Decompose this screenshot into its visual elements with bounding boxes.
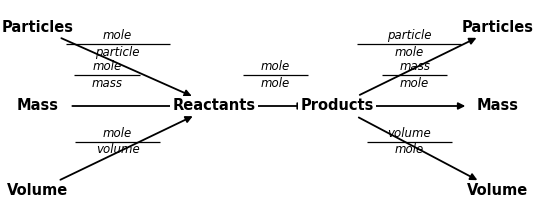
Text: mole: mole	[400, 77, 429, 89]
Text: mole: mole	[103, 29, 132, 42]
Text: Mass: Mass	[477, 99, 518, 113]
Text: mole: mole	[395, 46, 424, 59]
Text: Reactants: Reactants	[172, 99, 256, 113]
Text: mole: mole	[261, 60, 290, 73]
Text: mass: mass	[399, 60, 430, 73]
Text: Particles: Particles	[462, 20, 533, 35]
Text: mole: mole	[103, 127, 132, 140]
Text: particle: particle	[95, 46, 140, 59]
Text: Mass: Mass	[17, 99, 58, 113]
Text: mass: mass	[91, 77, 123, 89]
Text: mole: mole	[93, 60, 121, 73]
Text: volume: volume	[387, 127, 431, 140]
Text: Volume: Volume	[467, 183, 528, 198]
Text: Particles: Particles	[2, 20, 73, 35]
Text: mole: mole	[261, 77, 290, 89]
Text: particle: particle	[387, 29, 432, 42]
Text: volume: volume	[96, 143, 140, 156]
Text: mole: mole	[395, 143, 424, 156]
Text: Volume: Volume	[7, 183, 68, 198]
Text: Products: Products	[300, 99, 374, 113]
